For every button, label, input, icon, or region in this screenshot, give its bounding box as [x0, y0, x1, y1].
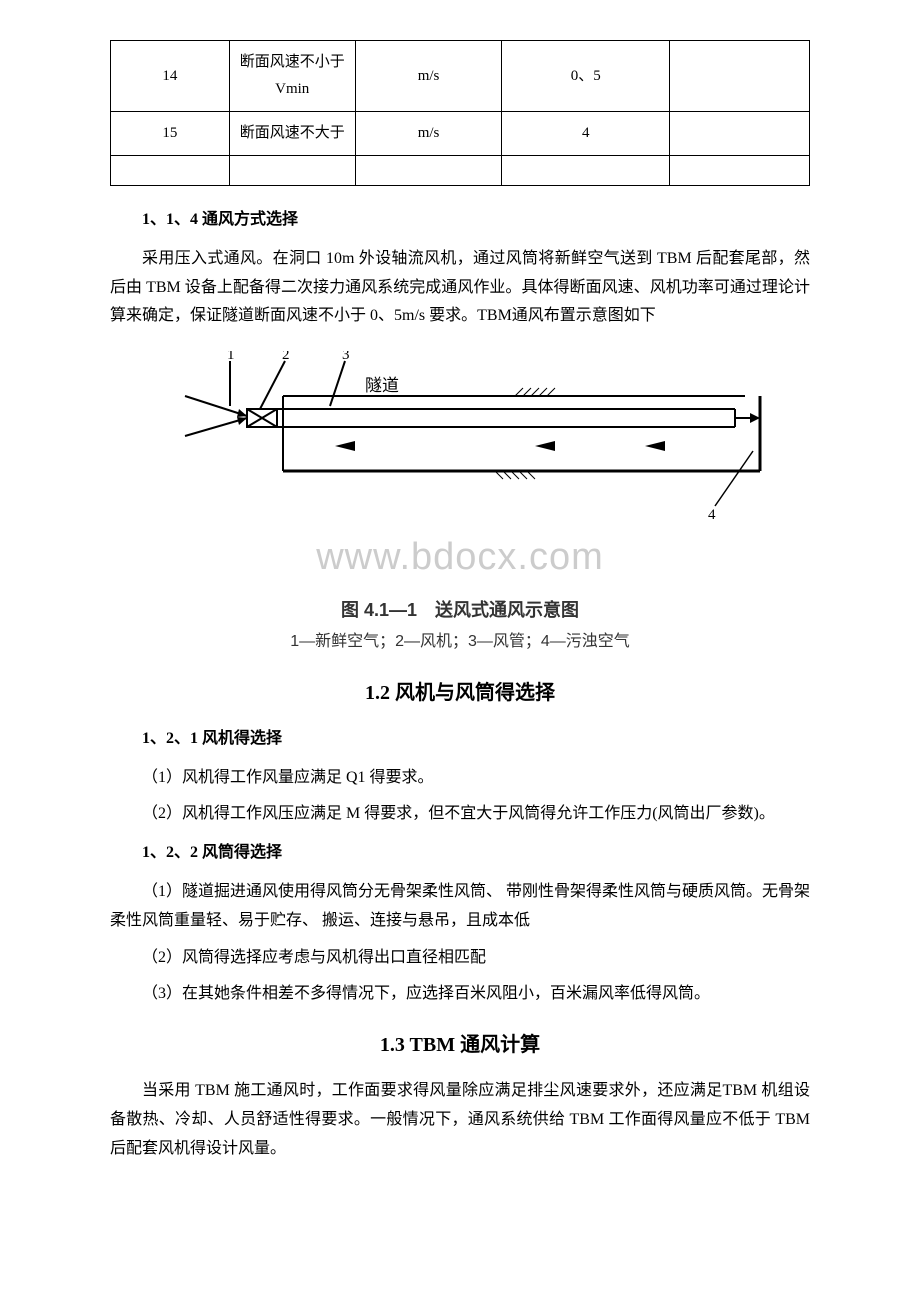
watermark: www.bdocx.com — [110, 523, 810, 591]
table-row — [111, 156, 810, 186]
cell-empty — [502, 156, 670, 186]
paragraph: （3）在其她条件相差不多得情况下，应选择百米风阻小，百米漏风率低得风筒。 — [110, 980, 810, 1009]
cell-empty — [229, 156, 355, 186]
label-1: 1 — [227, 351, 235, 363]
label-3: 3 — [342, 351, 350, 363]
figure-caption: 图 4.1—1 送风式通风示意图 — [110, 594, 810, 626]
paragraph: （2）风机得工作风压应满足 M 得要求，但不宜大于风筒得允许工作压力(风筒出厂参… — [110, 800, 810, 829]
paragraph: （1）隧道掘进通风使用得风筒分无骨架柔性风筒、 带刚性骨架得柔性风筒与硬质风筒。… — [110, 878, 810, 936]
heading-12: 1.2 风机与风筒得选择 — [110, 675, 810, 711]
cell-empty — [355, 156, 502, 186]
paragraph: （2）风筒得选择应考虑与风机得出口直径相匹配 — [110, 944, 810, 973]
cell-note — [670, 41, 810, 112]
cell-desc: 断面风速不小于Vmin — [229, 41, 355, 112]
table-row: 15 断面风速不大于 m/s 4 — [111, 112, 810, 156]
ventilation-diagram: 1 2 3 隧道 — [110, 351, 810, 521]
params-table: 14 断面风速不小于Vmin m/s 0、5 15 断面风速不大于 m/s 4 — [110, 40, 810, 186]
cell-empty — [111, 156, 230, 186]
cell-desc: 断面风速不大于 — [229, 112, 355, 156]
cell-note — [670, 112, 810, 156]
cell-id: 14 — [111, 41, 230, 112]
diagram-svg: 1 2 3 隧道 — [155, 351, 765, 521]
table-row: 14 断面风速不小于Vmin m/s 0、5 — [111, 41, 810, 112]
cell-value: 4 — [502, 112, 670, 156]
label-4: 4 — [708, 507, 716, 521]
paragraph: 当采用 TBM 施工通风时，工作面要求得风量除应满足排尘风速要求外，还应满足TB… — [110, 1077, 810, 1163]
cell-value: 0、5 — [502, 41, 670, 112]
cell-id: 15 — [111, 112, 230, 156]
cell-empty — [670, 156, 810, 186]
heading-13: 1.3 TBM 通风计算 — [110, 1027, 810, 1063]
tunnel-label: 隧道 — [365, 376, 399, 395]
heading-114: 1、1、4 通风方式选择 — [110, 206, 810, 235]
figure-legend: 1—新鲜空气；2—风机；3—风管；4—污浊空气 — [110, 628, 810, 657]
cell-unit: m/s — [355, 41, 502, 112]
label-2: 2 — [282, 351, 290, 363]
heading-122: 1、2、2 风筒得选择 — [110, 839, 810, 868]
paragraph: 采用压入式通风。在洞口 10m 外设轴流风机，通过风筒将新鲜空气送到 TBM 后… — [110, 245, 810, 331]
heading-121: 1、2、1 风机得选择 — [110, 725, 810, 754]
cell-unit: m/s — [355, 112, 502, 156]
paragraph: （1）风机得工作风量应满足 Q1 得要求。 — [110, 764, 810, 793]
